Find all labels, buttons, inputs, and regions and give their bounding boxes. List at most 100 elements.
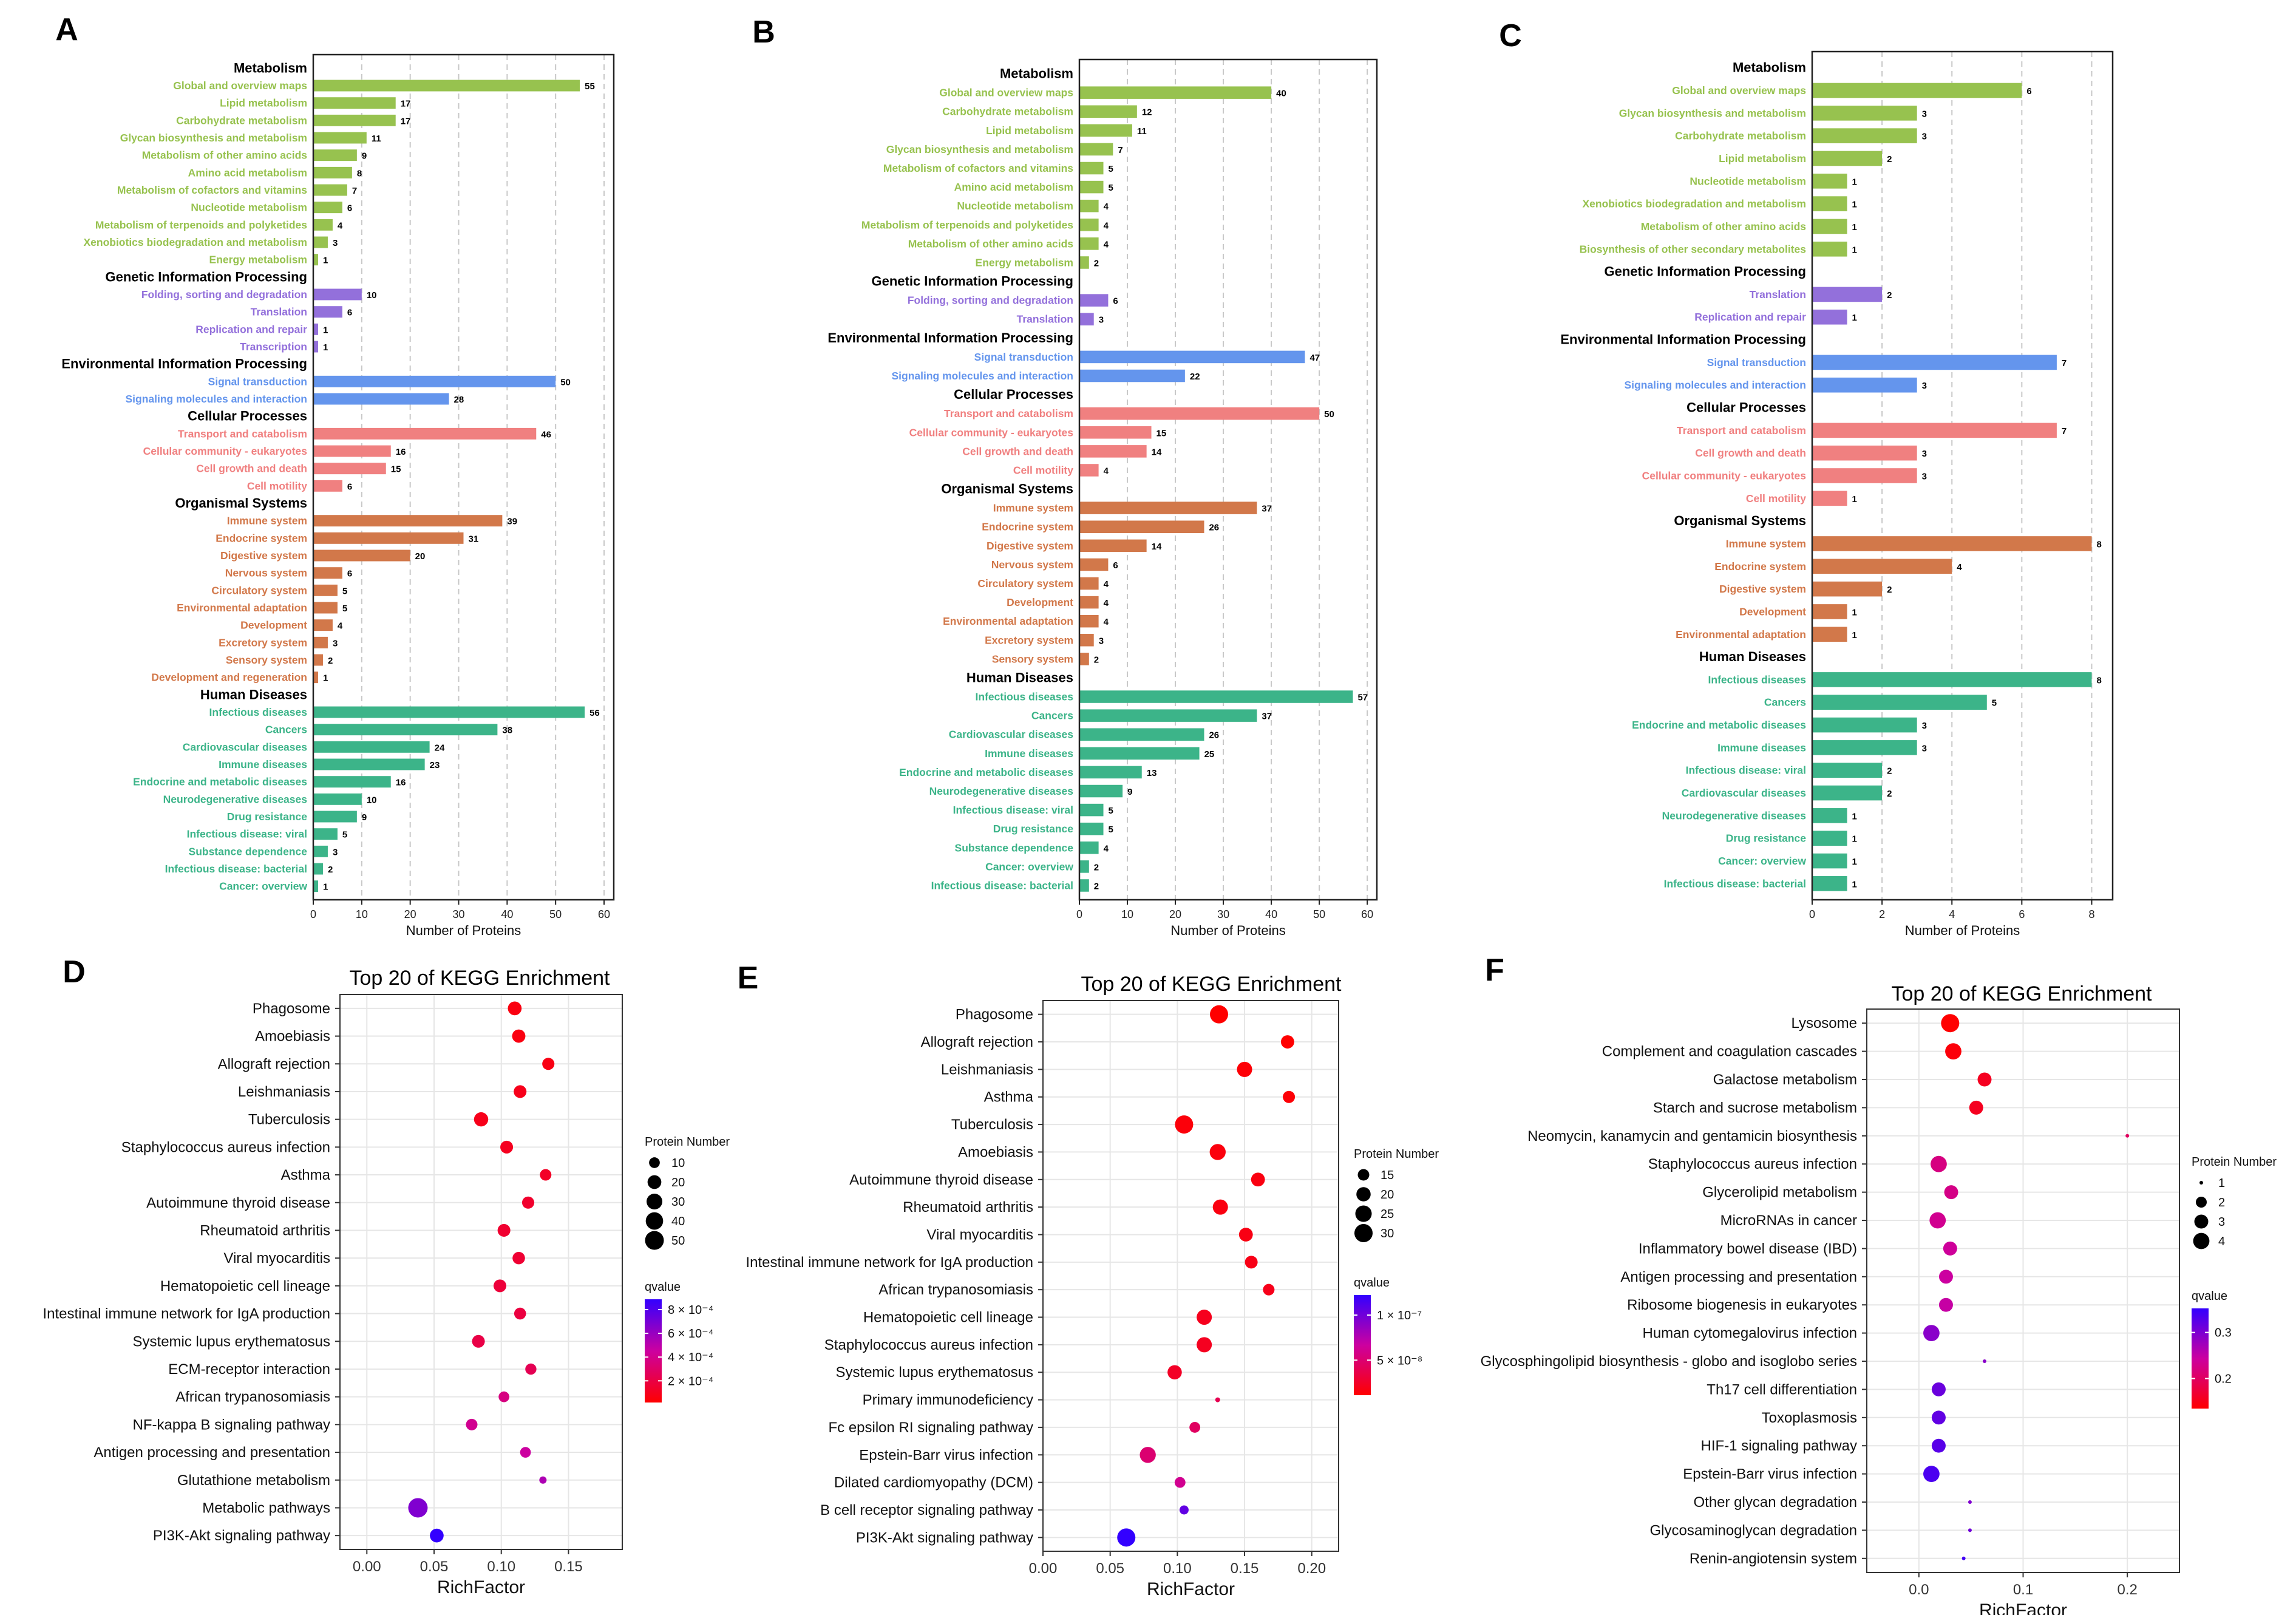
data-point [474, 1112, 489, 1127]
group-header: Genetic Information Processing [105, 269, 307, 284]
pathway-label: Rheumatoid arthritis [903, 1199, 1033, 1216]
data-point [497, 1223, 511, 1237]
category-label: Cancers [1764, 696, 1806, 709]
group-header: Organismal Systems [1674, 513, 1806, 528]
value-label: 47 [1309, 353, 1320, 363]
bar [313, 463, 386, 475]
bar [1079, 350, 1305, 364]
bar [1812, 219, 1847, 234]
value-label: 26 [1209, 523, 1219, 533]
group-header: Metabolism [1733, 60, 1806, 75]
bar [313, 584, 338, 596]
bar [1079, 426, 1152, 439]
pathway-label: Allograft rejection [921, 1034, 1033, 1050]
color-legend-label: 8 × 10⁻⁴ [668, 1304, 713, 1317]
category-label: Global and overview maps [939, 87, 1073, 99]
data-point [466, 1418, 478, 1430]
x-tick-label: 50 [549, 908, 562, 920]
group-header: Human Diseases [200, 687, 307, 702]
bar [1079, 105, 1137, 118]
bar [1812, 831, 1847, 846]
bar [313, 288, 362, 301]
category-label: Neurodegenerative diseases [929, 785, 1074, 797]
data-point [1140, 1447, 1156, 1463]
data-point [1931, 1438, 1946, 1453]
x-tick-label: 40 [501, 908, 513, 920]
data-point [1197, 1310, 1212, 1325]
bar [1079, 199, 1099, 212]
pathway-label: Renin-angiotensin system [1690, 1551, 1857, 1567]
bar [1812, 559, 1952, 574]
category-label: Global and overview maps [173, 80, 307, 92]
panel-label: E [738, 960, 759, 996]
x-tick-label: 0.05 [420, 1559, 449, 1575]
x-tick-label: 0.10 [1163, 1560, 1192, 1577]
category-label: Nucleotide metabolism [957, 200, 1073, 212]
pathway-label: African trypanosomiasis [175, 1389, 330, 1406]
category-label: Endocrine and metabolic diseases [899, 766, 1073, 778]
data-point [1209, 1144, 1226, 1160]
x-tick-label: 30 [1217, 908, 1229, 920]
x-tick-label: 2 [1879, 908, 1885, 920]
data-point [493, 1279, 507, 1293]
value-label: 4 [1957, 562, 1962, 573]
value-label: 15 [391, 464, 401, 475]
pathway-label: Phagosome [956, 1007, 1033, 1023]
bar [313, 636, 328, 648]
data-point [1251, 1172, 1265, 1187]
x-axis-label: Number of Proteins [1170, 923, 1286, 938]
data-point [1969, 1100, 1983, 1115]
data-point [1189, 1422, 1201, 1433]
value-label: 3 [1922, 472, 1927, 482]
value-label: 3 [1922, 381, 1927, 391]
category-label: Cardiovascular diseases [183, 741, 308, 753]
color-legend-label: 2 × 10⁻⁴ [668, 1375, 713, 1388]
bar [1812, 853, 1847, 869]
category-label: Glycan biosynthesis and metabolism [886, 143, 1073, 155]
value-label: 12 [1142, 107, 1152, 118]
pathway-label: Leishmaniasis [941, 1061, 1033, 1078]
size-legend-dot [645, 1212, 664, 1230]
category-label: Xenobiotics biodegradation and metabolis… [83, 236, 307, 248]
size-legend: Protein Number 10 20 30 40 50 [645, 1135, 730, 1250]
pathway-label: Ribosome biogenesis in eukaryotes [1627, 1297, 1857, 1313]
bar [313, 602, 338, 614]
category-label: Immune diseases [1717, 741, 1806, 753]
color-legend-label: 0.2 [2215, 1373, 2232, 1386]
data-point [1215, 1397, 1220, 1402]
color-legend-label: 6 × 10⁻⁴ [668, 1327, 713, 1341]
value-label: 55 [585, 81, 595, 92]
category-label: Endocrine system [982, 521, 1073, 533]
size-legend-dot [2194, 1214, 2209, 1229]
data-point [514, 1307, 526, 1320]
size-legend-label: 50 [671, 1234, 685, 1248]
x-tick-label: 20 [404, 908, 416, 920]
x-tick-label: 10 [356, 908, 368, 920]
bar [1079, 180, 1104, 194]
value-label: 3 [1099, 636, 1104, 646]
value-label: 17 [401, 99, 411, 109]
value-label: 16 [396, 778, 406, 788]
panel-label: F [1485, 953, 1504, 988]
category-label: Infectious disease: bacterial [931, 879, 1073, 891]
group-header: Metabolism [234, 60, 307, 75]
pathway-label: Fc epsilon RI signaling pathway [828, 1420, 1033, 1436]
value-label: 2 [1887, 154, 1892, 165]
value-label: 3 [333, 638, 338, 648]
bar [1812, 468, 1917, 483]
bar [1079, 577, 1099, 590]
pathway-label: Th17 cell differentiation [1707, 1381, 1857, 1398]
pathway-label: Staphylococcus aureus infection [121, 1139, 330, 1155]
value-label: 6 [1113, 296, 1118, 307]
size-legend-label: 1 [2218, 1177, 2225, 1190]
category-label: Transport and catabolism [1677, 424, 1806, 437]
data-point [1245, 1256, 1258, 1269]
bar [313, 567, 342, 579]
bar [1079, 860, 1089, 873]
bar [1812, 377, 1917, 393]
value-label: 9 [1127, 787, 1132, 797]
category-label: Environmental adaptation [177, 602, 307, 614]
category-label: Cell motility [1746, 492, 1806, 505]
data-point [1167, 1365, 1182, 1380]
group-header: Cellular Processes [188, 409, 307, 424]
